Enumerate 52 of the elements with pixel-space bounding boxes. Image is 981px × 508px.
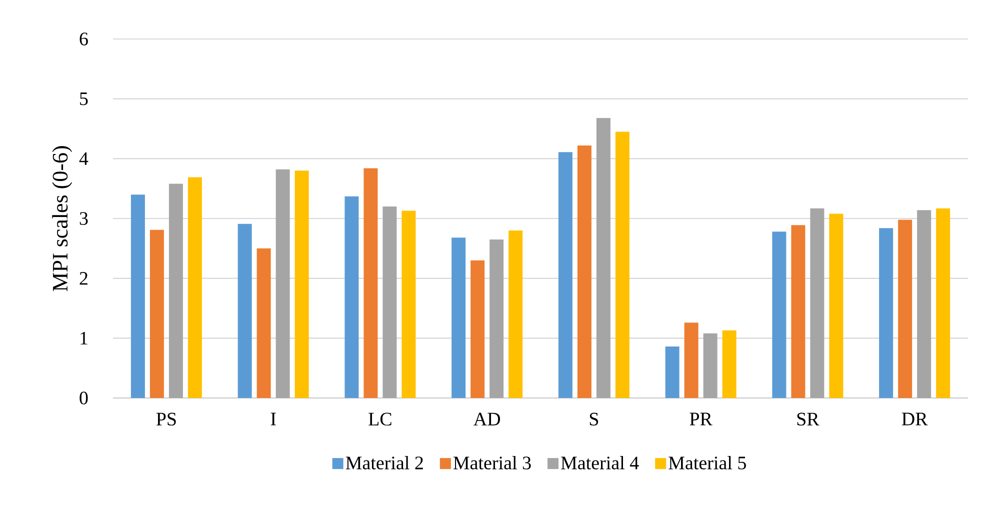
bar [577,146,592,398]
bar [508,230,523,398]
y-axis-title: MPI scales (0-6) [52,146,72,292]
bar [452,238,466,398]
bar [558,152,572,398]
bar [665,346,680,398]
bar [684,322,698,398]
bar [810,208,824,398]
bar [791,225,806,398]
legend-label: Material 5 [668,456,746,470]
x-tick-label: I [270,412,276,426]
bar [936,208,950,398]
y-tick-label: 6 [80,32,88,46]
x-tick-label: AD [474,412,500,426]
x-tick-label: S [590,412,598,426]
y-tick-label: 2 [80,272,88,285]
bar [470,260,485,398]
y-tick-label: 0 [80,392,88,404]
bar [490,239,504,398]
bar [168,184,183,398]
y-tick-label: 1 [80,332,88,344]
bar [150,230,164,398]
bar [772,232,786,398]
x-tick-label: SR [797,412,820,426]
bar [596,118,610,398]
y-tick-label: 5 [80,92,88,106]
y-tick-label: 3 [80,212,88,225]
x-tick-label: DR [902,412,928,426]
bar [703,333,718,398]
bar [615,132,630,398]
x-tick-label: PR [690,412,712,426]
legend-label: Material 2 [346,456,423,470]
bar [188,177,202,398]
legend-label: Material 3 [453,456,531,470]
bar [917,210,932,398]
bar [402,210,416,398]
bar [238,224,252,398]
bar [829,214,844,398]
bar [364,168,378,398]
bar [722,330,736,398]
bar [294,170,309,398]
bar [256,248,271,398]
x-tick-label: LC [368,412,392,426]
bar [344,196,359,398]
bar [130,194,145,398]
x-tick-label: PS [156,412,176,426]
legend-label: Material 4 [561,456,639,470]
bar [276,169,290,398]
bar [879,228,894,398]
bar [898,220,912,398]
y-tick-label: 4 [79,152,88,165]
bar [382,206,397,398]
